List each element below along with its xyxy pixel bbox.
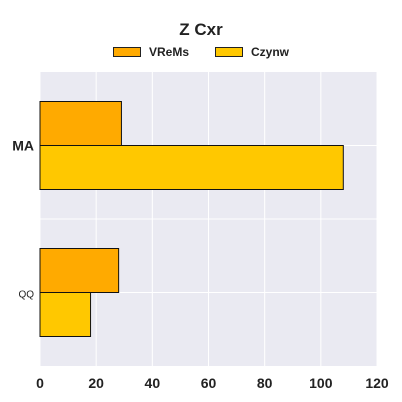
bar-qq-vrems (39, 248, 120, 293)
x-tick-label-2: 40 (145, 375, 161, 391)
legend: VReMs Czynw (0, 45, 402, 59)
x-tick-label-4: 80 (257, 375, 273, 391)
legend-label-series-2: Czynw (251, 45, 290, 59)
x-tick-label-6: 120 (365, 375, 389, 391)
y-tick-label-ma: MA (12, 138, 34, 154)
y-tick-label-qq: QQ (18, 290, 34, 301)
x-tick-label-1: 20 (88, 375, 104, 391)
legend-item-series-1: VReMs (112, 45, 189, 59)
x-tick-label-0: 0 (36, 375, 44, 391)
bar-qq-czynw (39, 292, 92, 337)
chart-title: Z Cxr (179, 20, 223, 39)
x-tick-label-3: 60 (201, 375, 217, 391)
x-tick-label-5: 100 (309, 375, 333, 391)
bar-ma-vrems (39, 101, 122, 146)
bar-ma-czynw (39, 145, 344, 190)
legend-item-series-2: Czynw (215, 45, 289, 59)
legend-swatch-series-2 (215, 47, 243, 57)
legend-label-series-1: VReMs (148, 45, 189, 59)
legend-swatch-series-1 (112, 47, 141, 57)
